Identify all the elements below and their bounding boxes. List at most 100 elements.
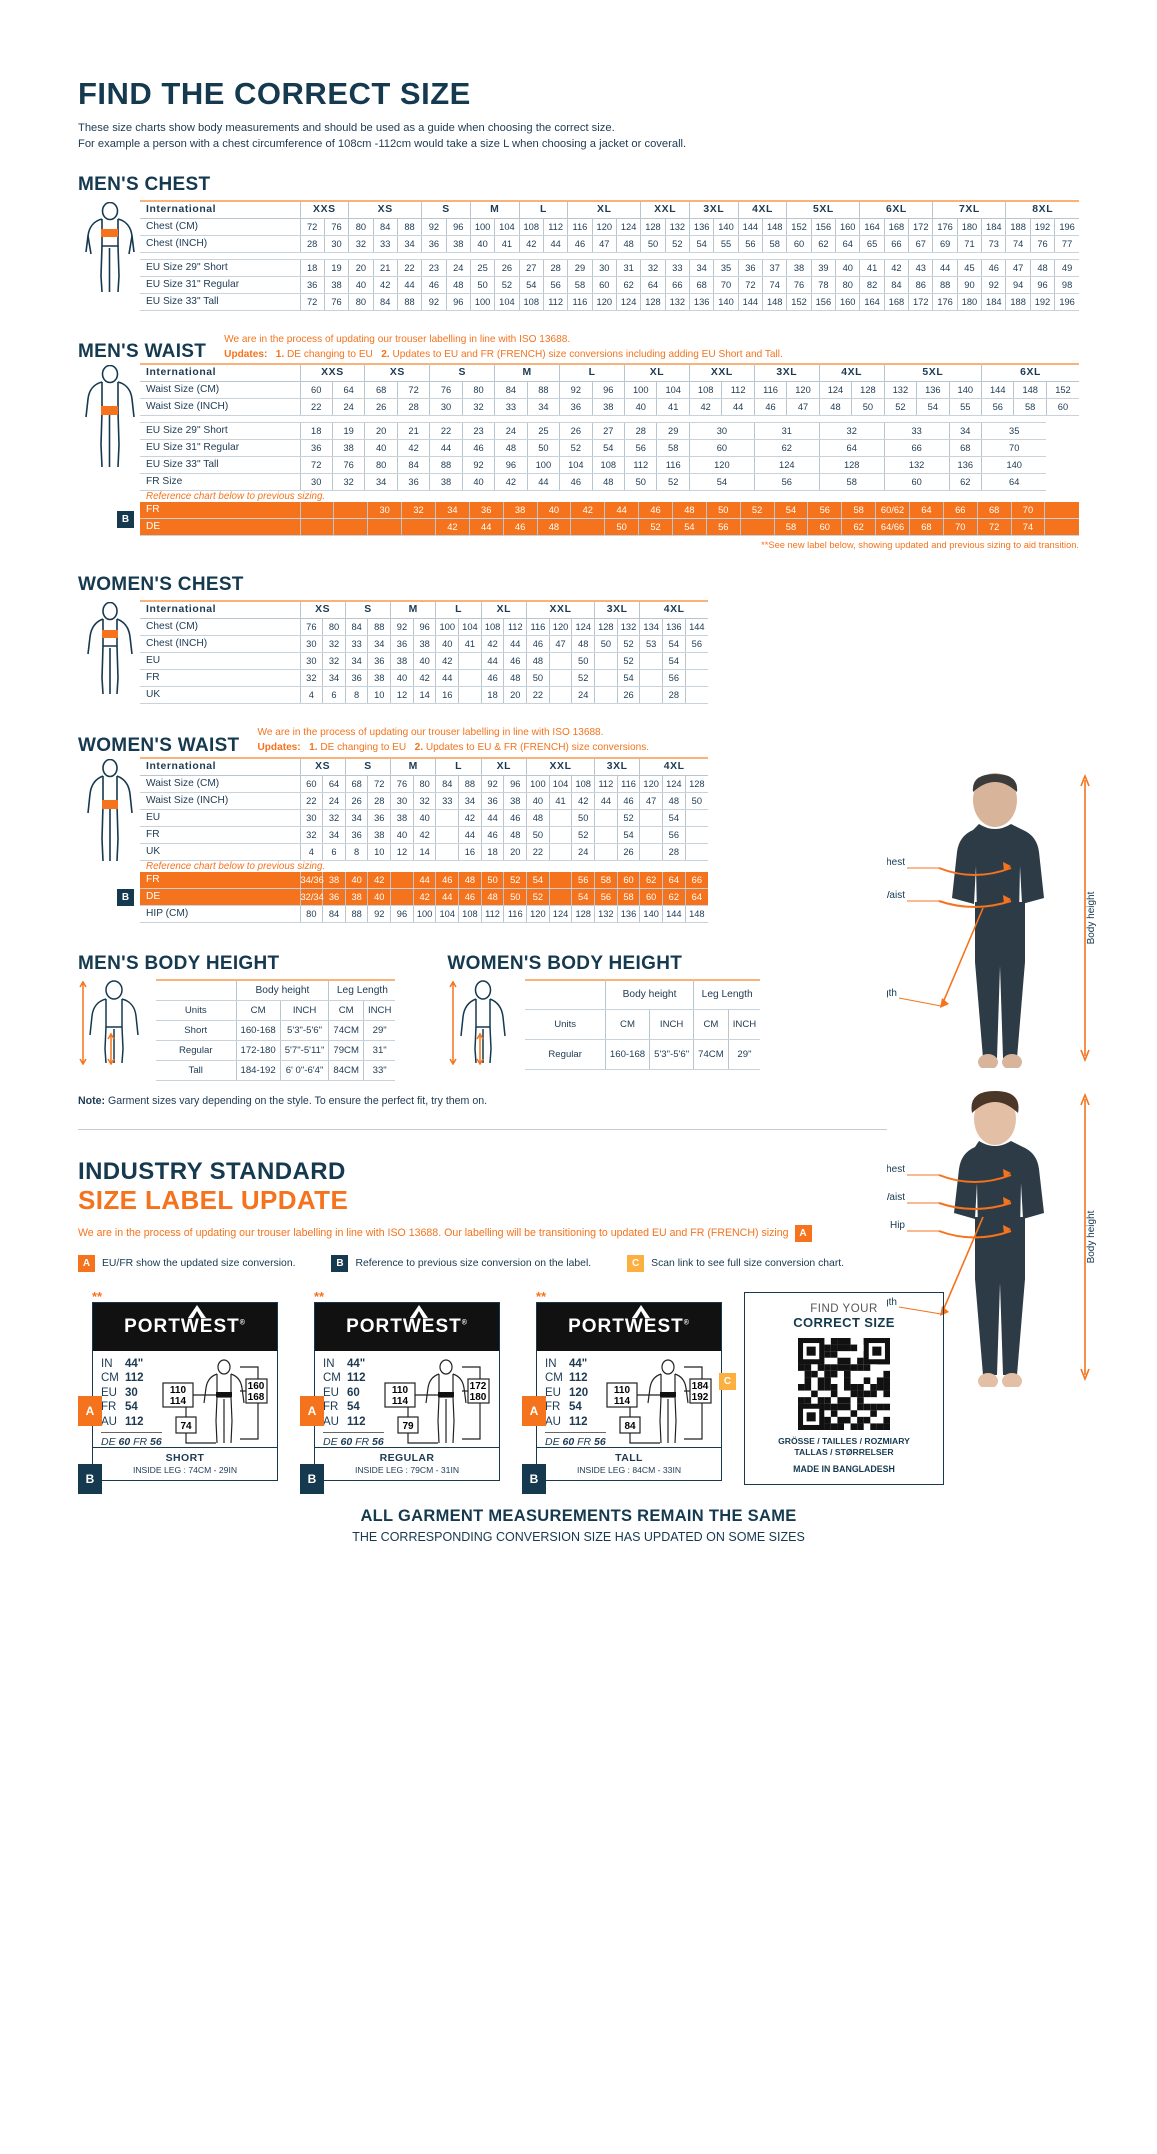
size-cell: 128	[818, 456, 885, 475]
size-cell: 40	[348, 276, 374, 295]
label-waist-max: 114	[170, 1396, 187, 1407]
size-cell: 42	[480, 635, 504, 654]
size-cell: 104	[435, 905, 459, 923]
size-cell: 120	[526, 905, 550, 923]
size-cell: 48	[503, 669, 527, 688]
portwest-chevron-icon	[632, 1304, 651, 1318]
size-cell: 136	[948, 456, 982, 475]
row-spacer	[140, 416, 1079, 423]
size-cell: 64	[640, 276, 666, 295]
size-cell: 48	[526, 809, 550, 827]
w-updates-item1-num: 1.	[309, 741, 318, 753]
orange-size-cell: 38	[502, 502, 538, 520]
body-height-section: MEN'S BODY HEIGHT	[78, 953, 1079, 1081]
anno-height-female: Body height	[1086, 1210, 1097, 1263]
label-spec-value: 44"	[569, 1357, 588, 1370]
size-cell: 172	[908, 293, 933, 312]
size-cell: 72	[299, 293, 325, 312]
size-cell: 41	[494, 235, 520, 254]
size-cell: 40	[390, 826, 414, 844]
size-cell: 92	[461, 456, 495, 475]
size-cell: 116	[656, 456, 690, 475]
bh-value-cell: 79CM	[328, 1040, 364, 1061]
size-cell: 4	[299, 843, 323, 861]
size-cell: 28	[367, 792, 391, 810]
orange-size-cell: 38	[344, 888, 368, 906]
size-cell: 108	[591, 456, 625, 475]
label-height-min: 184	[691, 1381, 708, 1392]
size-cell: 58	[1013, 398, 1047, 417]
orange-size-cell: 62	[639, 871, 663, 889]
mens-chest-title: MEN'S CHEST	[78, 174, 211, 196]
orange-size-cell	[548, 871, 572, 889]
size-cell: 148	[762, 218, 787, 237]
size-cell: 48	[503, 826, 527, 844]
size-cell: 86	[908, 276, 933, 295]
label-spec-list: IN 44" CM 112 EU 30 FR 54 AU 112 DE 60 FR 56	[93, 1357, 162, 1448]
size-cell: 120	[688, 456, 755, 475]
label-inside-leg: INSIDE LEG : 79CM - 31IN	[354, 1464, 460, 1475]
qr-code-image[interactable]	[798, 1337, 890, 1430]
size-cell: 124	[615, 218, 641, 237]
size-cell: 160	[835, 293, 860, 312]
size-cell: 124	[615, 293, 641, 312]
size-cell: 18	[480, 686, 504, 705]
label-spec-value: 120	[569, 1386, 589, 1399]
size-cell: 18	[299, 259, 325, 278]
size-column-header: XL	[567, 200, 641, 220]
size-cell: 25	[526, 422, 560, 441]
size-cell: 64	[322, 775, 346, 793]
orange-size-cell: 40	[536, 502, 571, 520]
size-cell: 30	[299, 635, 323, 654]
qr-title-2: CORRECT SIZE	[793, 1314, 895, 1330]
registered-mark: ®	[683, 1319, 690, 1327]
label-spec-row: CM 112	[545, 1371, 606, 1386]
size-cell: 14	[412, 843, 436, 861]
w-updates-line-2: Updates: 1. DE changing to EU 2. Updates…	[257, 741, 649, 756]
orange-size-cell	[333, 502, 368, 520]
size-cell: 50	[851, 398, 885, 417]
portwest-logo: PORTWEST®	[568, 1304, 690, 1338]
orange-size-cell	[739, 518, 775, 537]
size-column-header: M	[494, 363, 560, 383]
size-cell: 88	[526, 381, 560, 400]
womens-waist-chart: International XS S M L XL XXL 3XL 4XL Waist Size …	[78, 756, 708, 872]
mens-waist-chart: International XXS XS S M L XL XXL 3XL 4XL 5XL 6XL Wa…	[78, 363, 1079, 502]
size-cell: 188	[1005, 293, 1031, 312]
size-cell: 54	[616, 669, 640, 688]
qr-made-in: MADE IN BANGLADESH	[793, 1463, 895, 1474]
size-cell: 54	[616, 826, 640, 844]
size-cell: 19	[331, 422, 365, 441]
row-label: UK	[140, 843, 300, 861]
size-cell: 48	[615, 235, 641, 254]
size-cell: 140	[639, 905, 663, 923]
size-cell: 36	[396, 473, 430, 492]
size-cell: 54	[662, 635, 686, 654]
anno-chest-male: Chest	[887, 857, 905, 868]
bh-unit-cell: CM	[693, 1009, 729, 1040]
size-cell: 42	[372, 276, 398, 295]
size-cell: 80	[299, 905, 323, 923]
size-cell: 104	[458, 618, 482, 637]
size-cell: 30	[688, 422, 755, 441]
label-height-max: 180	[469, 1392, 486, 1403]
orange-size-cell: 52	[739, 502, 775, 520]
mens-waist-updates: We are in the process of updating our tr…	[224, 333, 783, 363]
mens-chest-chart: International XXS XS S M L XL XXL 3XL 4XL 5XL 6XL 7X…	[78, 200, 1079, 312]
w-updates-item2-num: 2.	[414, 741, 424, 753]
orange-size-cell: 66	[684, 871, 708, 889]
size-cell: 44	[721, 398, 755, 417]
size-cell: 35	[981, 422, 1047, 441]
qr-size-card[interactable]: FIND YOUR CORRECT SIZE GRÖSSE / TAILLES / …	[719, 1291, 944, 1485]
size-cell: 78	[810, 276, 836, 295]
size-cell: 140	[948, 381, 982, 400]
size-cell: 46	[981, 259, 1006, 278]
size-cell: 128	[640, 293, 666, 312]
size-cell: 116	[503, 905, 527, 923]
size-cell: 104	[494, 218, 520, 237]
industry-legend: A EU/FR show the updated size conversion.…	[78, 1254, 1079, 1272]
size-cell: 32	[331, 473, 365, 492]
label-inside-leg: INSIDE LEG : 84CM - 33IN	[576, 1464, 682, 1475]
size-cell: 46	[480, 669, 504, 688]
size-cell: 58	[656, 439, 690, 458]
